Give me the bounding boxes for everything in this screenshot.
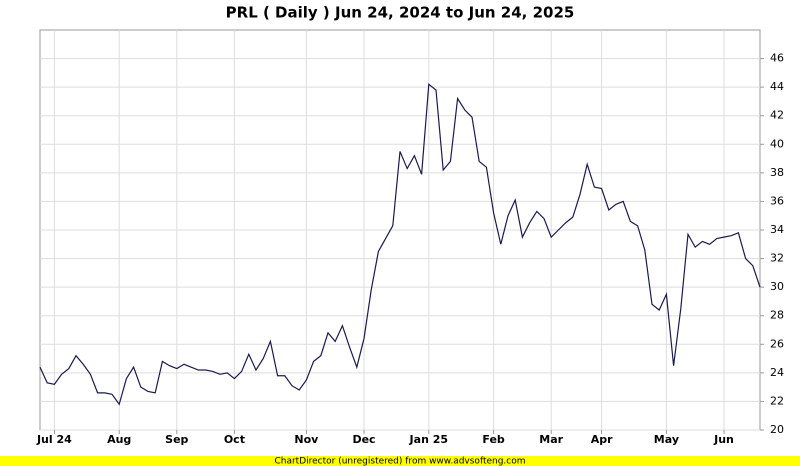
chart-title: PRL ( Daily ) Jun 24, 2024 to Jun 24, 20… — [226, 4, 575, 22]
x-tick-label: Jun — [713, 433, 734, 446]
footer: ChartDirector (unregistered) from www.ad… — [274, 457, 525, 466]
y-tick-label: 26 — [770, 337, 784, 350]
y-tick-label: 42 — [770, 109, 784, 122]
y-tick-label: 46 — [770, 52, 784, 65]
y-tick-label: 28 — [770, 309, 784, 322]
y-tick-label: 36 — [770, 194, 784, 207]
x-tick-label: Sep — [165, 433, 188, 446]
x-tick-label: May — [654, 433, 679, 446]
x-tick-label: Jul 24 — [36, 433, 72, 446]
y-tick-label: 30 — [770, 280, 784, 293]
y-tick-label: 38 — [770, 166, 784, 179]
x-tick-label: Nov — [294, 433, 319, 446]
x-tick-label: Apr — [591, 433, 613, 446]
x-tick-label: Aug — [107, 433, 131, 446]
x-tick-label: Feb — [482, 433, 505, 446]
footer-bar — [0, 456, 800, 466]
x-tick-label: Mar — [539, 433, 563, 446]
x-tick-label: Dec — [352, 433, 375, 446]
y-tick-label: 20 — [770, 423, 784, 436]
y-tick-label: 22 — [770, 394, 784, 407]
y-tick-label: 32 — [770, 252, 784, 265]
y-tick-label: 34 — [770, 223, 784, 236]
y-tick-label: 40 — [770, 137, 784, 150]
x-tick-label: Oct — [224, 433, 245, 446]
price-line — [39, 83, 761, 406]
y-tick-label: 24 — [770, 366, 784, 379]
x-tick-label: Jan 25 — [409, 433, 448, 446]
y-tick-label: 44 — [770, 80, 784, 93]
